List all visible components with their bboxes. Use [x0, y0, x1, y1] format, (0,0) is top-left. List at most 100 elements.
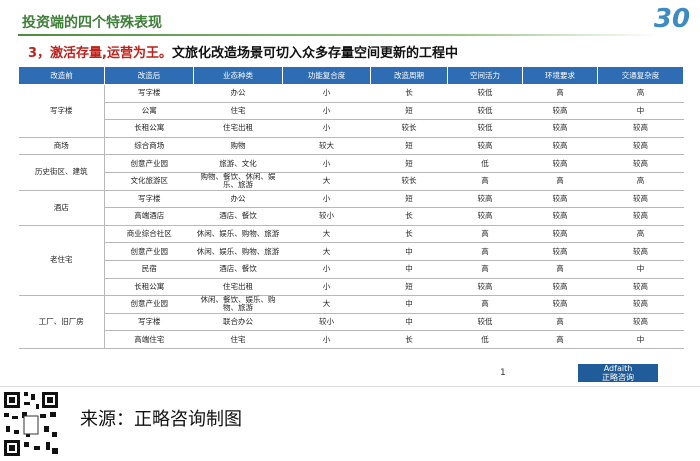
table-row: 公寓 住宅小短较低 较高中 [19, 102, 684, 121]
table-row: 历史街区、建筑 创意产业园 旅游、文化小短低较高 较高 [18, 154, 684, 191]
table-cell: 大 [282, 242, 371, 261]
group-cell: 老住宅 [18, 225, 105, 297]
table-cell: 短 [370, 190, 448, 209]
table-cell: 大 [282, 172, 371, 191]
column-header: 改造前 [18, 66, 105, 85]
table-cell: 高端住宅 [104, 330, 194, 349]
table-cell: 中 [370, 295, 448, 314]
table-cell: 高 [447, 225, 523, 244]
column-header: 功能复合度 [282, 66, 371, 85]
table-cell: 短 [370, 154, 448, 173]
table-cell: 较高 [597, 278, 684, 297]
table-row: 老住宅 商业综合社区 休闲、娱乐、购物、旅游大长高较高高 [18, 225, 684, 297]
table-cell: 小 [282, 190, 371, 209]
table-cell: 长 [370, 207, 448, 226]
table-cell: 高 [447, 260, 523, 279]
table-cell: 高 [522, 84, 598, 103]
table-row: 写字楼 联合办公 较小中较低高较高 [19, 313, 684, 332]
table-cell: 民宿 [104, 260, 194, 279]
table-cell: 创意产业园 [104, 154, 194, 173]
table-cell: 写字楼 [104, 84, 194, 103]
group-cell: 酒店 [18, 190, 105, 226]
table-cell: 小 [282, 154, 371, 173]
table-cell: 较高 [522, 207, 598, 226]
table-cell: 高 [522, 330, 598, 349]
table-cell: 办公 [193, 84, 283, 103]
column-header: 改造周期 [370, 66, 448, 85]
table-cell: 较长 [370, 119, 448, 138]
table-cell: 高 [522, 172, 598, 191]
qr-code [2, 390, 60, 458]
table-row: 长租公寓 住宅出租小较长 较低 较高 较高 [19, 119, 684, 138]
header-row: 改造前 改造后 业态种类 功能复合度 改造周期 空间活力 环境要求 交通复杂度 [18, 66, 684, 85]
table-cell: 酒店、餐饮 [193, 207, 283, 226]
logo: Adfaith 正略咨询 [578, 364, 658, 382]
table-cell: 住宅出租 [193, 278, 283, 297]
page-number: 1 [500, 368, 506, 378]
table-cell: 较高 [447, 278, 523, 297]
table-cell: 中 [370, 242, 448, 261]
table-cell: 高端酒店 [104, 207, 194, 226]
table-cell: 中 [370, 260, 448, 279]
table-cell: 住宅 [193, 102, 283, 121]
table-cell: 长 [370, 330, 448, 349]
table-cell: 小 [282, 119, 371, 138]
table-cell: 旅游、文化 [193, 154, 283, 173]
title-rule [18, 34, 658, 36]
column-header: 改造后 [104, 66, 194, 85]
slide: 投资端的四个特殊表现 30 3，激活存量,运营为王。文旅化改造场景可切入众多存量… [0, 4, 700, 387]
table-cell: 较大 [282, 137, 371, 156]
table-cell: 高 [597, 225, 684, 244]
table-cell: 休闲、娱乐、购物、旅游 [193, 225, 283, 244]
heading-highlight: 3，激活存量,运营为王。 [28, 46, 172, 61]
table-cell: 休闲、娱乐、购物、旅游 [193, 242, 283, 261]
table-cell: 较高 [597, 295, 684, 314]
table-cell: 短 [370, 278, 448, 297]
table-cell: 中 [370, 313, 448, 332]
column-header: 环境要求 [522, 66, 598, 85]
table-cell: 较高 [522, 295, 598, 314]
badge: 30 [653, 4, 691, 34]
table-row: 工厂、旧厂房 创意产业园 休闲、餐饮、娱乐、购物、旅游大中高较高 较高 [18, 295, 684, 349]
table-row: 创意产业园 休闲、娱乐、购物、旅游大中高较高 较高 [19, 242, 684, 261]
heading-text: 文旅化改造场景可切入众多存量空间更新的工程中 [171, 46, 458, 61]
table-cell: 较高 [447, 190, 523, 209]
table-cell: 较高 [522, 278, 598, 297]
table-cell: 高 [597, 84, 684, 103]
table-row: 酒店 写字楼 办公小短较高 较高 较高 [18, 190, 684, 226]
table-cell: 低 [447, 330, 523, 349]
column-header: 业态种类 [193, 66, 283, 85]
heading: 3，激活存量,运营为王。文旅化改造场景可切入众多存量空间更新的工程中 [28, 42, 458, 61]
slide-title: 投资端的四个特殊表现 [22, 15, 162, 31]
comparison-table: 改造前 改造后 业态种类 功能复合度 改造周期 空间活力 环境要求 交通复杂度 写字楼 写字楼办… [18, 66, 684, 349]
group-cell: 商场 [18, 137, 105, 156]
table-cell: 较高 [522, 154, 598, 173]
table-row: 民宿 酒店、餐饮小中高高中 [19, 260, 684, 279]
table-cell: 文化旅游区 [104, 172, 194, 191]
table-cell: 高 [522, 260, 598, 279]
group-cell: 历史街区、建筑 [18, 154, 105, 191]
table-cell: 较高 [597, 137, 684, 156]
table-cell: 创意产业园 [104, 295, 194, 314]
table-cell: 较低 [447, 313, 523, 332]
table-cell: 大 [282, 225, 371, 244]
table-cell: 较高 [447, 137, 523, 156]
table-row: 写字楼 写字楼 办公小长较低高高 [18, 84, 684, 138]
group-cell: 写字楼 [18, 84, 105, 138]
table-cell: 低 [447, 154, 523, 173]
logo-brand: Adfaith [603, 364, 633, 373]
table-cell: 中 [597, 330, 684, 349]
table-body: 写字楼 写字楼 办公小长较低高高公寓 住宅小短较低 较高中长租公寓 住宅出租小较长 较低 较高… [18, 84, 684, 349]
table-cell: 联合办公 [193, 313, 283, 332]
table-cell: 较高 [522, 119, 598, 138]
table-row: 文化旅游区 购物、餐饮、休闲、娱乐、旅游大较长高高高 [19, 172, 684, 191]
table-cell: 较低 [447, 102, 523, 121]
table-cell: 较低 [447, 84, 523, 103]
table-cell: 商业综合社区 [104, 225, 194, 244]
table-cell: 高 [597, 172, 684, 191]
table-cell: 较高 [597, 119, 684, 138]
table-cell: 较长 [370, 172, 448, 191]
table-cell: 酒店、餐饮 [193, 260, 283, 279]
column-header: 空间活力 [447, 66, 523, 85]
table-cell: 较高 [522, 190, 598, 209]
